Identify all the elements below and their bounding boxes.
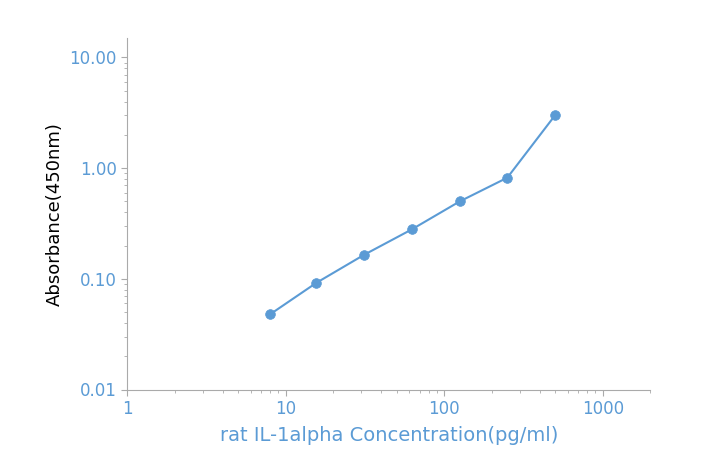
Y-axis label: Absorbance(450nm): Absorbance(450nm) bbox=[46, 122, 64, 306]
X-axis label: rat IL-1alpha Concentration(pg/ml): rat IL-1alpha Concentration(pg/ml) bbox=[220, 426, 558, 445]
